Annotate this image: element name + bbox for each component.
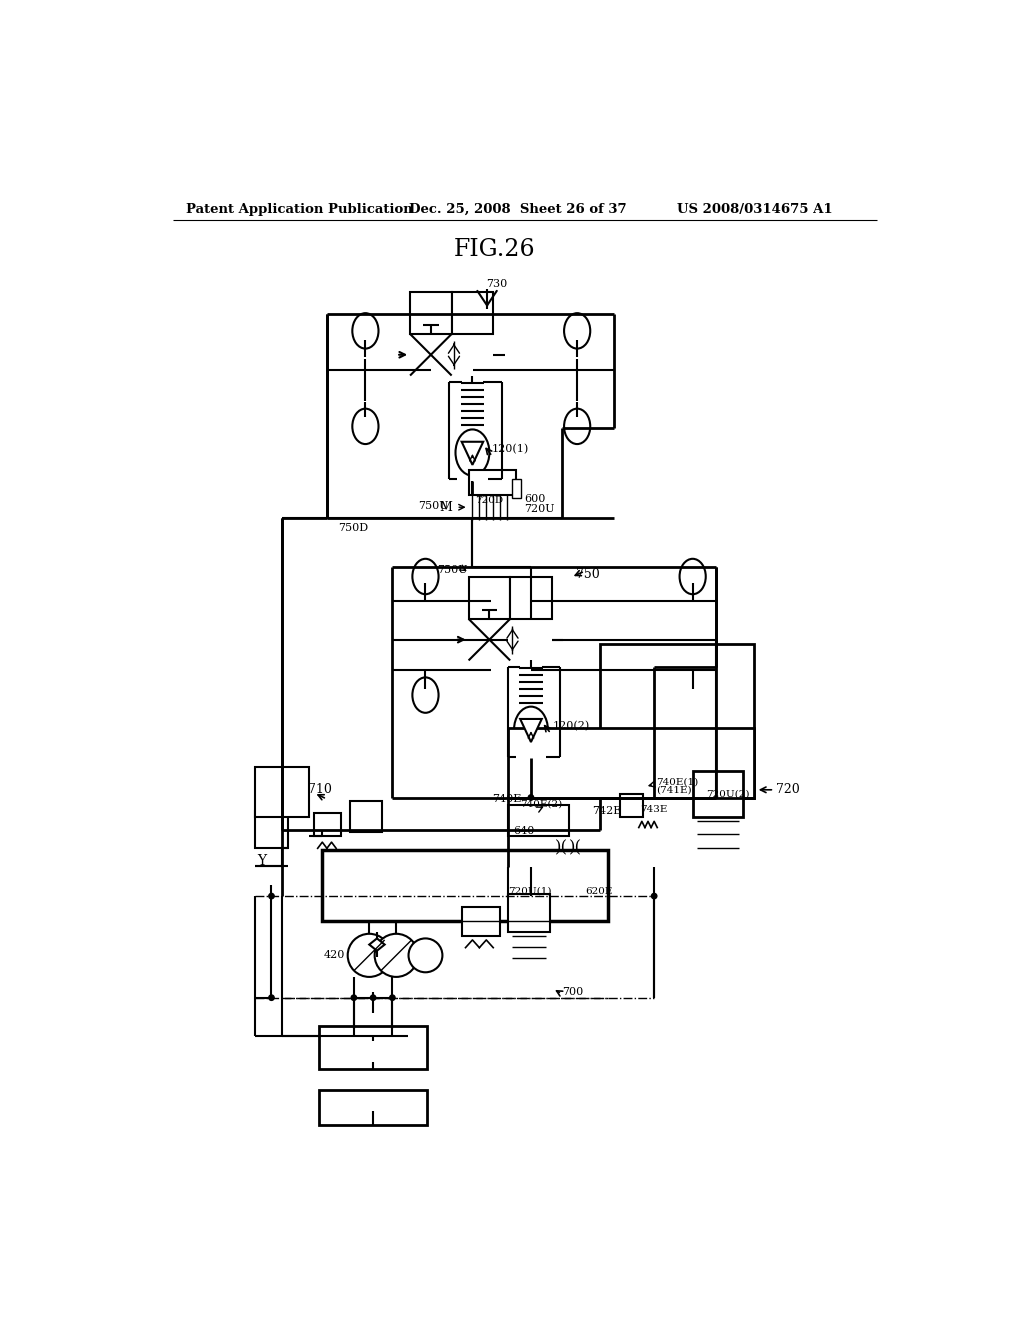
Text: 740E(2): 740E(2) <box>520 799 562 808</box>
Text: 730: 730 <box>486 279 508 289</box>
Bar <box>620 793 643 817</box>
Circle shape <box>528 894 534 899</box>
Circle shape <box>409 939 442 973</box>
Text: 700: 700 <box>562 986 583 997</box>
Text: 600: 600 <box>524 494 546 504</box>
Text: )(: )( <box>555 840 568 857</box>
Circle shape <box>268 894 274 899</box>
Text: 720U(2): 720U(2) <box>707 789 750 799</box>
Bar <box>692 771 742 817</box>
Text: 720U(1): 720U(1) <box>508 887 551 896</box>
Circle shape <box>348 933 391 977</box>
Text: 740E(1): 740E(1) <box>655 777 698 787</box>
Circle shape <box>390 1034 395 1039</box>
Text: (741E): (741E) <box>655 785 691 795</box>
Circle shape <box>505 894 511 899</box>
Ellipse shape <box>680 677 706 713</box>
Bar <box>319 1026 427 1069</box>
Bar <box>469 577 510 619</box>
Bar <box>322 850 608 921</box>
Text: 750U: 750U <box>437 565 468 576</box>
Polygon shape <box>370 939 385 950</box>
Bar <box>510 577 552 619</box>
Bar <box>410 293 452 334</box>
Ellipse shape <box>564 409 590 444</box>
Text: 750U: 750U <box>419 500 450 511</box>
Text: 740E: 740E <box>493 795 522 804</box>
Bar <box>452 293 494 334</box>
Text: Y: Y <box>257 854 266 867</box>
Bar <box>600 644 755 797</box>
Text: 620E: 620E <box>585 887 612 896</box>
Circle shape <box>651 894 656 899</box>
Polygon shape <box>362 1040 384 1063</box>
Text: 120(2): 120(2) <box>553 721 590 731</box>
Bar <box>255 810 288 847</box>
Text: Patent Application Publication: Patent Application Publication <box>186 203 413 215</box>
Text: 742E: 742E <box>593 807 622 816</box>
Ellipse shape <box>352 313 379 348</box>
Bar <box>350 801 382 832</box>
Text: 120(1): 120(1) <box>492 444 529 454</box>
Bar <box>255 767 309 817</box>
Text: M: M <box>439 500 452 513</box>
Bar <box>508 894 550 932</box>
Bar <box>319 1090 427 1125</box>
Text: FIG.26: FIG.26 <box>454 238 536 261</box>
Text: 640: 640 <box>513 825 535 836</box>
Circle shape <box>268 995 274 1001</box>
Text: US 2008/0314675 A1: US 2008/0314675 A1 <box>677 203 833 215</box>
Circle shape <box>528 795 534 800</box>
Text: 750: 750 <box>575 568 599 581</box>
Ellipse shape <box>352 409 379 444</box>
Text: 720D: 720D <box>475 496 504 504</box>
Bar <box>508 729 755 797</box>
Circle shape <box>351 1034 356 1039</box>
Text: 710: 710 <box>307 783 332 796</box>
Ellipse shape <box>680 558 706 594</box>
Bar <box>462 907 500 936</box>
Text: 720: 720 <box>776 783 800 796</box>
Text: 743E: 743E <box>640 805 668 813</box>
Text: 750D: 750D <box>339 523 369 533</box>
Circle shape <box>351 995 356 1001</box>
Circle shape <box>390 995 395 1001</box>
Polygon shape <box>520 719 542 742</box>
Bar <box>508 805 569 836</box>
Text: )(: )( <box>569 840 582 857</box>
Ellipse shape <box>514 706 548 752</box>
Circle shape <box>375 933 418 977</box>
Ellipse shape <box>564 313 590 348</box>
Text: 420: 420 <box>324 950 345 961</box>
Ellipse shape <box>456 429 489 475</box>
Bar <box>512 479 521 498</box>
Ellipse shape <box>413 558 438 594</box>
Polygon shape <box>462 442 483 465</box>
Bar <box>469 470 516 495</box>
Text: Dec. 25, 2008  Sheet 26 of 37: Dec. 25, 2008 Sheet 26 of 37 <box>410 203 627 215</box>
Bar <box>313 813 341 836</box>
Circle shape <box>371 995 376 1001</box>
Ellipse shape <box>413 677 438 713</box>
Text: 720U: 720U <box>524 504 555 513</box>
